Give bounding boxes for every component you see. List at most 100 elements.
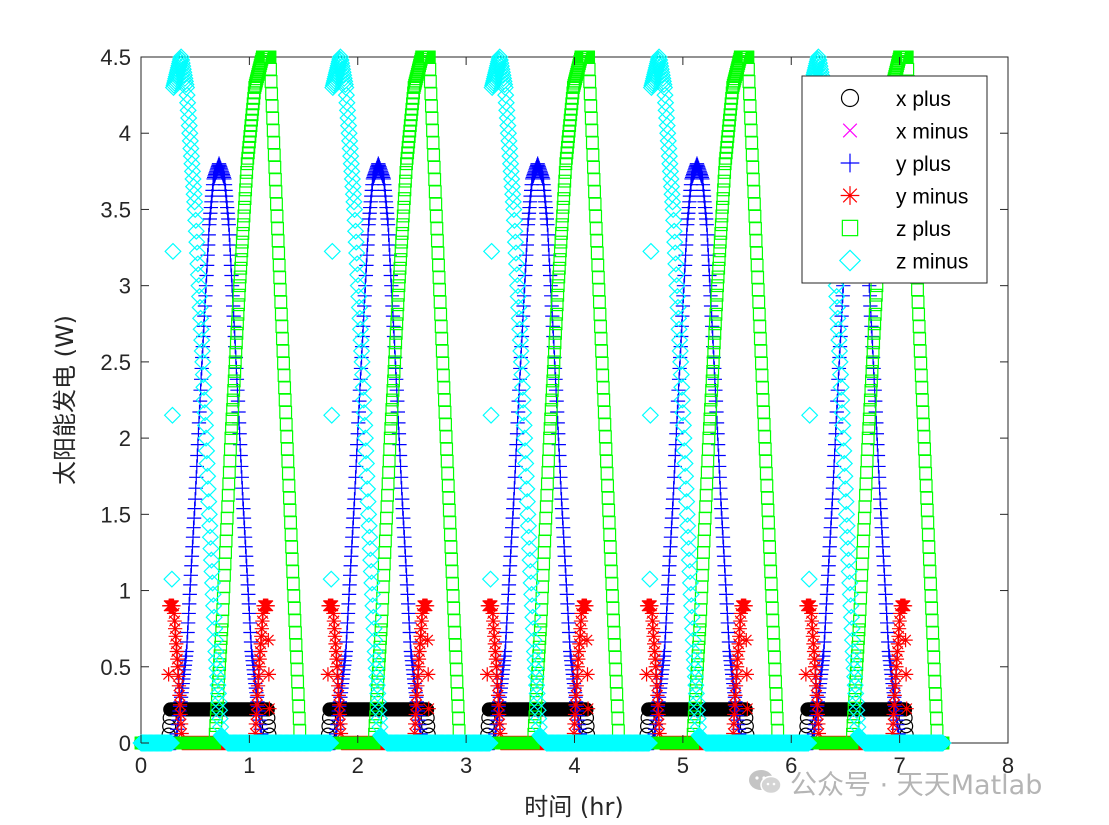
data-point bbox=[169, 644, 184, 659]
data-point bbox=[484, 598, 500, 613]
data-point bbox=[886, 707, 901, 722]
data-point bbox=[739, 667, 754, 682]
data-point bbox=[899, 719, 914, 734]
data-point bbox=[486, 621, 501, 636]
data-point bbox=[891, 629, 906, 644]
data-point bbox=[396, 218, 410, 232]
data-point bbox=[227, 374, 241, 388]
data-point bbox=[806, 644, 822, 659]
data-point bbox=[332, 697, 347, 713]
data-point bbox=[214, 632, 228, 645]
data-point bbox=[390, 317, 404, 331]
data-point bbox=[409, 688, 424, 703]
data-point bbox=[398, 183, 412, 197]
data-point bbox=[421, 667, 436, 682]
data-point bbox=[571, 644, 586, 659]
data-point bbox=[890, 644, 905, 659]
data-point bbox=[410, 678, 425, 693]
data-point bbox=[330, 659, 345, 674]
data-point bbox=[645, 621, 661, 636]
data-point bbox=[729, 659, 745, 674]
data-point bbox=[230, 326, 244, 340]
data-point bbox=[237, 209, 251, 223]
data-point bbox=[738, 598, 753, 613]
data-point bbox=[887, 688, 902, 703]
data-point bbox=[570, 659, 585, 674]
data-point bbox=[385, 393, 399, 407]
data-point bbox=[262, 701, 277, 716]
data-point bbox=[728, 678, 744, 693]
data-point bbox=[327, 629, 343, 644]
data-point bbox=[646, 629, 661, 644]
data-point bbox=[261, 667, 277, 682]
data-point bbox=[649, 669, 664, 684]
data-point bbox=[236, 226, 250, 240]
data-point bbox=[397, 200, 411, 214]
data-point bbox=[374, 632, 387, 645]
data-point bbox=[321, 719, 336, 734]
data-point bbox=[645, 613, 660, 629]
data-point bbox=[651, 716, 667, 732]
data-point bbox=[408, 707, 423, 722]
data-point bbox=[411, 659, 426, 674]
data-point bbox=[887, 697, 902, 713]
data-point bbox=[567, 716, 582, 732]
data-point bbox=[579, 710, 595, 725]
data-point bbox=[413, 629, 428, 644]
data-point bbox=[251, 659, 267, 674]
data-point bbox=[647, 636, 662, 652]
data-point bbox=[387, 364, 401, 378]
data-point bbox=[811, 726, 827, 741]
data-point bbox=[799, 719, 814, 734]
data-point bbox=[652, 726, 667, 741]
data-point bbox=[893, 606, 908, 621]
data-point bbox=[396, 209, 410, 223]
data-point bbox=[251, 669, 266, 684]
data-point bbox=[885, 726, 900, 741]
data-point bbox=[228, 355, 242, 369]
data-point bbox=[571, 652, 586, 667]
data-point bbox=[249, 697, 265, 713]
data-point bbox=[644, 598, 659, 613]
data-point bbox=[485, 606, 500, 621]
data-point bbox=[394, 244, 408, 258]
data-point bbox=[739, 632, 754, 648]
data-point bbox=[234, 261, 248, 275]
data-point bbox=[399, 165, 413, 179]
data-point bbox=[491, 697, 506, 713]
data-point bbox=[487, 629, 502, 644]
data-point bbox=[488, 652, 504, 667]
data-point bbox=[173, 707, 188, 722]
data-point bbox=[388, 345, 402, 359]
data-point bbox=[890, 636, 906, 652]
data-point bbox=[238, 200, 251, 214]
data-point bbox=[231, 307, 245, 321]
data-point bbox=[389, 326, 403, 340]
data-point bbox=[492, 716, 507, 732]
data-point bbox=[333, 726, 349, 741]
data-point bbox=[240, 165, 254, 179]
data-point bbox=[393, 270, 406, 284]
data-point bbox=[487, 636, 502, 652]
data-marks bbox=[132, 48, 952, 752]
data-point bbox=[333, 716, 348, 732]
data-point bbox=[726, 716, 741, 732]
data-point bbox=[253, 644, 268, 659]
data-point bbox=[171, 678, 187, 693]
data-point bbox=[391, 298, 405, 312]
data-point bbox=[899, 701, 914, 716]
data-point bbox=[384, 422, 398, 436]
data-point bbox=[480, 719, 495, 734]
data-point bbox=[261, 710, 276, 725]
data-point bbox=[249, 707, 264, 722]
data-point bbox=[740, 701, 755, 716]
data-point bbox=[739, 710, 754, 725]
data-point bbox=[233, 270, 247, 284]
data-point bbox=[728, 688, 743, 703]
data-point bbox=[326, 613, 342, 629]
data-point bbox=[330, 669, 345, 684]
data-point bbox=[172, 697, 188, 713]
data-point bbox=[392, 279, 406, 293]
data-point bbox=[889, 652, 905, 667]
